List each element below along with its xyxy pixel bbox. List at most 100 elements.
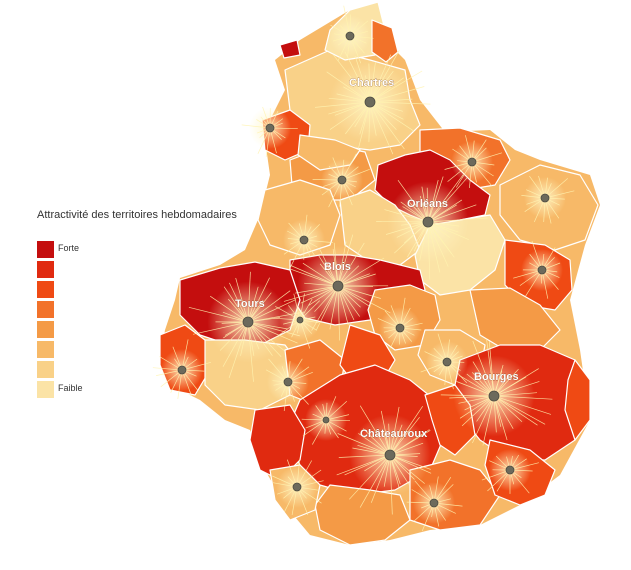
attraction-ray (493, 395, 497, 433)
attraction-ray (337, 285, 355, 321)
attraction-ray (337, 242, 365, 287)
attraction-ray (272, 475, 298, 488)
attraction-ray (311, 419, 327, 445)
attraction-ray (420, 361, 448, 373)
attraction-ray (274, 319, 301, 339)
attraction-ray (247, 290, 291, 323)
attraction-ray (337, 234, 354, 287)
attraction-ray (362, 428, 391, 456)
attraction-ray (192, 321, 249, 335)
attraction-ray (493, 395, 508, 441)
attraction-ray (397, 179, 429, 223)
attraction-ray (326, 71, 371, 103)
legend-row (37, 341, 257, 361)
attraction-ray (333, 54, 371, 103)
legend-title: Attractivité des territoires hebdomadair… (37, 209, 237, 221)
legend-swatch (37, 361, 54, 378)
attraction-ray (389, 454, 410, 485)
attraction-ray (247, 277, 270, 323)
attraction-ray (325, 419, 347, 432)
attraction-ray (444, 161, 473, 170)
pole-argenton (322, 416, 330, 424)
attraction-ray (308, 285, 339, 306)
attraction-ray (314, 285, 339, 312)
attraction-ray (235, 277, 249, 323)
attraction-ray (152, 367, 183, 371)
attraction-ray (247, 321, 254, 382)
attraction-ray (325, 414, 350, 421)
attraction-ray (283, 381, 289, 412)
pole-chartres (364, 96, 376, 108)
attraction-ray (341, 153, 357, 181)
attraction-ray (156, 369, 183, 376)
pole-loches (283, 377, 293, 387)
attraction-ray (357, 444, 391, 456)
legend-row (37, 261, 257, 281)
attraction-ray (357, 101, 371, 150)
attraction-ray (228, 321, 249, 379)
attraction-ray (287, 381, 309, 405)
attraction-ray (369, 101, 431, 105)
attraction-ray (302, 419, 327, 437)
attraction-ray (414, 480, 435, 504)
attraction-ray (219, 321, 249, 351)
legend-row (37, 301, 257, 321)
attraction-ray (325, 401, 348, 421)
attraction-ray (181, 361, 212, 371)
pole-romorantin (395, 323, 405, 333)
pole-le-blanc (292, 482, 302, 492)
attraction-ray (509, 462, 539, 471)
attraction-ray (433, 502, 463, 507)
attraction-ray (293, 293, 301, 321)
attraction-ray (456, 161, 473, 188)
attraction-ray (344, 454, 391, 476)
pole-north-tip (345, 31, 355, 41)
attraction-ray (389, 454, 393, 515)
attraction-ray (329, 101, 371, 130)
attraction-ray (333, 242, 339, 287)
attraction-ray (177, 369, 183, 399)
pole-markers (177, 31, 550, 508)
attraction-ray (325, 419, 351, 422)
attraction-ray (385, 221, 429, 235)
attraction-ray (437, 333, 448, 363)
pole-pithiviers (467, 157, 477, 167)
attraction-ray (369, 86, 425, 103)
legend-rows: Forte Faible (37, 241, 257, 401)
attraction-ray (247, 321, 298, 344)
attraction-ray (336, 454, 391, 476)
pole-vierzon (442, 357, 452, 367)
attraction-ray (181, 369, 192, 397)
attraction-ray (325, 419, 339, 439)
attraction-ray (541, 269, 549, 299)
attraction-ray (389, 454, 431, 470)
attraction-ray (302, 262, 339, 287)
attraction-ray (344, 51, 371, 103)
attraction-ray (290, 265, 339, 287)
attraction-ray (337, 273, 376, 287)
attraction-ray (359, 454, 391, 508)
legend-swatch (37, 241, 54, 258)
attraction-ray (369, 50, 400, 103)
attraction-ray (369, 101, 403, 112)
attraction-ray (440, 394, 495, 397)
attraction-ray (461, 395, 495, 427)
attraction-ray (369, 101, 415, 132)
pole-bourges (488, 390, 500, 402)
zone-sologne-east (469, 287, 561, 351)
pole-amboise (296, 316, 304, 324)
pole-tours (242, 316, 254, 328)
attraction-ray (389, 416, 420, 456)
attraction-ray (299, 293, 305, 321)
attraction-ray (427, 174, 464, 223)
attraction-ray (296, 460, 313, 488)
attraction-ray (421, 502, 435, 532)
attraction-ray (433, 477, 452, 504)
attraction-ray (359, 405, 391, 456)
attraction-ray (284, 486, 298, 512)
attraction-ray (312, 179, 343, 181)
pole-blois (332, 280, 344, 292)
attraction-ray (319, 248, 339, 287)
attraction-ray (341, 179, 353, 206)
attraction-ray (369, 101, 397, 130)
